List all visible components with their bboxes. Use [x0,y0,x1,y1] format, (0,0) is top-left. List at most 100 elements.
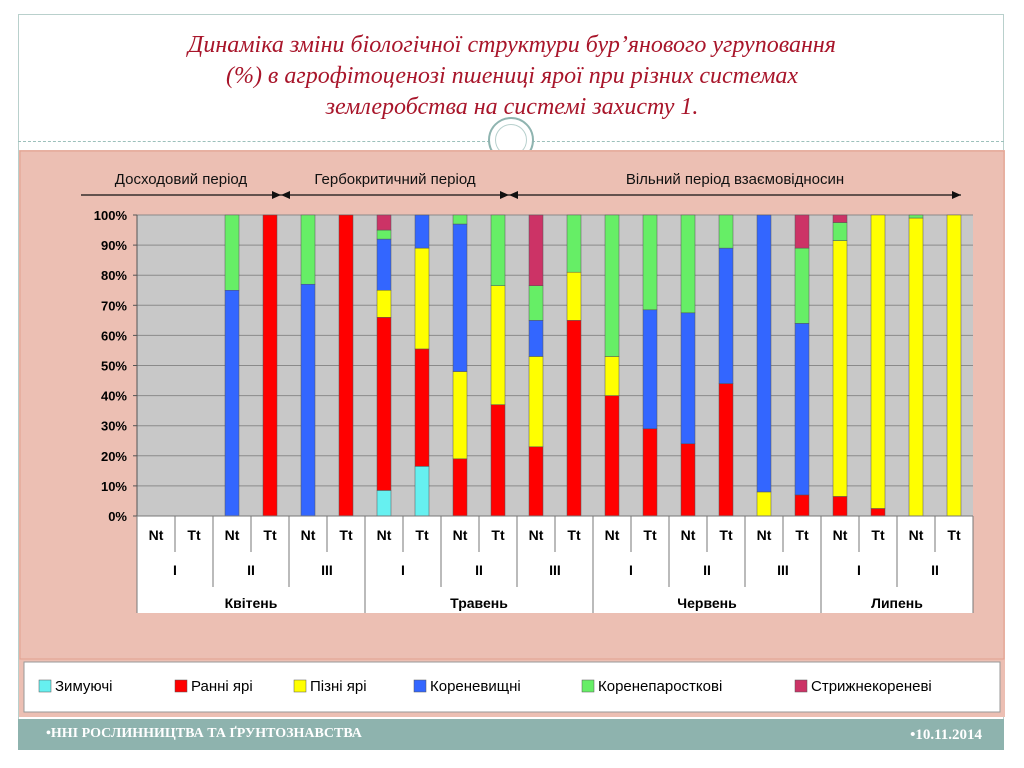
x-category-label: Nt [225,527,240,543]
bar-segment [832,214,848,223]
bar-segment [452,214,468,225]
bar-segment [300,214,316,285]
x-category-label: Tt [339,527,353,543]
bar-segment [338,214,354,517]
y-tick-label: 100% [94,208,128,223]
bar-segment [832,222,848,241]
x-category-label: Tt [187,527,201,543]
legend-swatch [581,679,595,693]
period-arrow-head-right [272,191,281,199]
y-tick-label: 10% [101,479,127,494]
bar-segment [490,404,506,517]
bar-segment [756,214,772,493]
footer-institute-label: •ННІ РОСЛИННИЦТВА ТА ҐРУНТОЗНАВСТВА [46,726,362,741]
legend-label: Зимуючі [55,678,113,695]
legend-swatch [38,679,52,693]
bar-segment [604,395,620,517]
bar-segment [642,428,658,517]
x-category-label: Nt [453,527,468,543]
bar-segment [908,217,924,517]
x-category-label: Tt [795,527,809,543]
x-category-label: Nt [149,527,164,543]
bar-segment [224,214,240,291]
bar-segment [680,312,696,445]
bar-segment [794,214,810,249]
bar-segment [452,223,468,372]
stacked-bar-chart: 0% 10% 20% 30% 40% 50% 60% 70% 80% 90% 100% Nt Tt Nt T… [19,150,1005,717]
bar-segment [376,317,392,491]
legend-swatch [174,679,188,693]
footer-bar: •ННІ РОСЛИННИЦТВА ТА ҐРУНТОЗНАВСТВА •10.… [18,719,1004,750]
x-category-label: Tt [415,527,429,543]
legend-label: Ранні ярі [191,678,253,695]
bar-segment [718,247,734,384]
legend-label: Стрижнекореневі [811,678,932,695]
x-category-label: Nt [757,527,772,543]
bar-segment [756,491,772,517]
period-label: Вільний період взаємовідносин [626,171,844,188]
x-category-label: Tt [719,527,733,543]
bar-segment [262,214,278,517]
bar-segment [566,271,582,321]
bar-segment [566,320,582,517]
bar-segment [528,446,544,517]
bar-segment [604,214,620,357]
x-group-label: III [777,562,789,578]
x-group-label: I [857,562,861,578]
bar-segment [642,214,658,311]
bar-segment [604,356,620,396]
bar-segment [490,285,506,405]
legend-label: Пізні ярі [310,678,367,695]
x-category-label: Tt [643,527,657,543]
bar-segment [414,466,430,517]
bar-segment [718,383,734,517]
bar-segment [718,214,734,249]
bar-segment [870,508,886,517]
bar-segment [794,494,810,517]
bar-segment [376,490,392,517]
bar-segment [414,247,430,350]
legend-label: Кореневищні [430,678,521,695]
bar-segment [300,283,316,517]
x-group-label: III [549,562,561,578]
x-category-label: Tt [263,527,277,543]
legend-label: Коренепаросткові [598,678,722,695]
x-group-label: I [173,562,177,578]
bar-segment [528,285,544,321]
bar-segment [376,238,392,291]
y-tick-label: 90% [101,238,127,253]
x-category-label: Tt [567,527,581,543]
bar-segment [452,371,468,460]
chart-panel: 0% 10% 20% 30% 40% 50% 60% 70% 80% 90% 100% Nt Tt Nt T… [19,150,1005,717]
period-label: Гербокритичний період [314,171,475,188]
legend-swatch [413,679,427,693]
x-group-label: II [475,562,483,578]
y-tick-label: 40% [101,389,127,404]
x-category-label: Nt [301,527,316,543]
y-tick-label: 60% [101,328,127,343]
bar-segment [452,458,468,517]
x-month-label: Квітень [225,595,278,611]
bar-segment [832,240,848,497]
bar-segment [832,496,848,517]
x-group-label: II [703,562,711,578]
period-arrow-head-left [509,191,518,199]
bar-segment [908,214,924,219]
period-arrow-head-right [500,191,509,199]
legend-swatch [293,679,307,693]
bar-segment [946,214,962,517]
x-month-label: Травень [450,595,508,611]
x-group-label: II [931,562,939,578]
x-category-label: Tt [491,527,505,543]
bar-segment [680,443,696,517]
y-tick-label: 50% [101,359,127,374]
bar-segment [376,290,392,318]
chart-panel-border [19,150,1005,660]
bar-segment [376,229,392,240]
y-tick-label: 80% [101,268,127,283]
period-arrow-head-right [952,191,961,199]
legend-swatch [794,679,808,693]
bar-segment [528,320,544,357]
x-category-label: Tt [871,527,885,543]
bar-segment [528,214,544,286]
